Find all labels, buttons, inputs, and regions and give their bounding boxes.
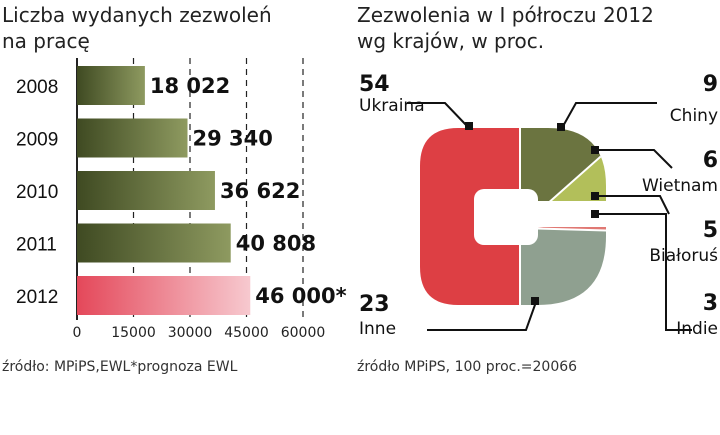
bar-value-label: 46 000* — [255, 284, 346, 308]
pie-callout-markers — [465, 122, 599, 305]
bar-year-label: 2008 — [16, 77, 58, 98]
pie-label-wietnam: Wietnam — [642, 176, 718, 196]
bar-x-tick-label: 45000 — [224, 325, 269, 341]
pie-chart-source: źródło MPiPS, 100 proc.=20066 — [357, 359, 577, 375]
bar-2012 — [77, 276, 251, 315]
bar-x-tick-label: 15000 — [111, 325, 156, 341]
pie-slice-ukraina — [420, 128, 520, 305]
bar-year-label: 2012 — [16, 287, 58, 308]
bar-year-label: 2009 — [16, 130, 58, 151]
pie-callouts — [407, 102, 692, 331]
bar-2010 — [77, 171, 215, 210]
bar-marks: 2008 18 022 2009 29 340 2010 36 622 2011 40 808… — [16, 66, 347, 315]
bar-value-label: 29 340 — [193, 127, 273, 151]
bar-2009 — [77, 118, 188, 158]
pie-chart-title-line-2: wg krajów, w proc. — [357, 29, 544, 53]
bar-x-tick-label: 30000 — [168, 325, 213, 341]
pie-label-bialorus: Białoruś — [649, 246, 718, 266]
pie-chart: Zezwolenia w I półroczu 2012 wg krajów, … — [357, 3, 718, 375]
bar-2011 — [77, 223, 231, 263]
bar-x-tick-label: 0 — [73, 325, 82, 341]
bar-x-tick-label: 60000 — [281, 325, 326, 341]
pie-value-inne: 23 — [359, 292, 390, 317]
pie-value-bialorus: 5 — [703, 218, 718, 243]
pie-slice-inne — [520, 228, 606, 305]
bar-2008 — [77, 66, 145, 105]
pie-value-wietnam: 6 — [703, 148, 718, 173]
bar-value-label: 40 808 — [236, 232, 316, 256]
pie-chart-title-line-1: Zezwolenia w I półroczu 2012 — [357, 3, 654, 27]
bar-chart: Liczba wydanych zezwoleń na pracę 2008 18… — [2, 3, 347, 375]
pie-value-indie: 3 — [703, 291, 718, 316]
pie-value-chiny: 9 — [703, 72, 718, 97]
bar-year-label: 2011 — [16, 235, 57, 256]
pie-label-chiny: Chiny — [670, 106, 718, 126]
bar-chart-source: źródło: MPiPS,EWL*prognoza EWL — [2, 359, 238, 375]
bar-value-label: 36 622 — [220, 179, 300, 203]
bar-value-label: 18 022 — [150, 74, 230, 98]
bar-year-label: 2010 — [16, 182, 58, 203]
bar-chart-title-line-2: na pracę — [2, 29, 90, 53]
bar-x-ticks: 0 15000 30000 45000 60000 — [73, 325, 326, 341]
pie-label-indie: Indie — [676, 319, 718, 339]
pie-center-hole — [474, 189, 538, 245]
bar-chart-title-line-1: Liczba wydanych zezwoleń — [2, 3, 272, 27]
pie-value-ukraina: 54 — [359, 72, 390, 97]
pie-label-inne: Inne — [359, 319, 396, 339]
pie-label-ukraina: Ukraina — [359, 96, 425, 116]
